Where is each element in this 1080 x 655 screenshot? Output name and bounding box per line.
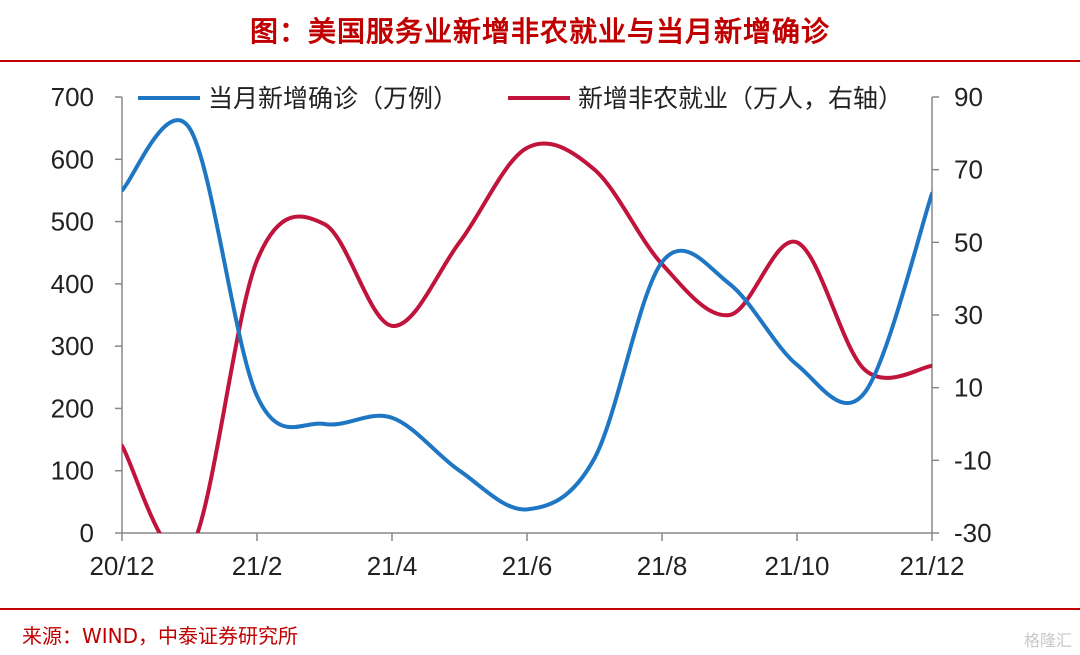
left-tick-label: 600 xyxy=(51,144,94,174)
chart-legend: 当月新增确诊（万例） 新增非农就业（万人，右轴） xyxy=(138,84,903,113)
x-tick-label: 21/12 xyxy=(899,551,964,581)
left-tick-label: 300 xyxy=(51,331,94,361)
legend-nonfarm-payrolls-label: 新增非农就业（万人，右轴） xyxy=(578,84,903,113)
x-tick-label: 21/8 xyxy=(637,551,688,581)
left-tick-label: 100 xyxy=(51,456,94,486)
chart-axes: 0 100 200 300 400 500 600 700 -30 -10 10 30 50 70 90 20… xyxy=(51,82,992,581)
source-divider xyxy=(0,608,1080,610)
right-tick-label: 10 xyxy=(954,373,983,403)
right-tick-label: -10 xyxy=(954,445,992,475)
nonfarm-payrolls-line xyxy=(122,141,932,533)
right-tick-label: 90 xyxy=(954,82,983,112)
left-tick-label: 400 xyxy=(51,269,94,299)
x-tick-label: 21/10 xyxy=(764,551,829,581)
confirmed-cases-line xyxy=(122,118,932,512)
left-tick-label: 500 xyxy=(51,207,94,237)
x-tick-label: 20/12 xyxy=(89,551,154,581)
right-tick-label: 50 xyxy=(954,227,983,257)
right-tick-label: -30 xyxy=(954,518,992,548)
legend-confirmed-cases-label: 当月新增确诊（万例） xyxy=(208,84,458,113)
x-tick-label: 21/2 xyxy=(232,551,283,581)
chart-title: 图：美国服务业新增非农就业与当月新增确诊 xyxy=(249,15,830,48)
left-tick-label: 700 xyxy=(51,82,94,112)
watermark-logo: 格隆汇 xyxy=(1023,631,1072,650)
chart-lines xyxy=(122,118,932,533)
right-tick-label: 30 xyxy=(954,300,983,330)
right-tick-label: 70 xyxy=(954,155,983,185)
source-note: 来源：WIND，中泰证券研究所 xyxy=(22,624,299,648)
left-tick-label: 200 xyxy=(51,393,94,423)
x-tick-label: 21/6 xyxy=(502,551,553,581)
left-tick-label: 0 xyxy=(80,518,94,548)
x-tick-label: 21/4 xyxy=(367,551,418,581)
title-divider xyxy=(0,60,1080,62)
